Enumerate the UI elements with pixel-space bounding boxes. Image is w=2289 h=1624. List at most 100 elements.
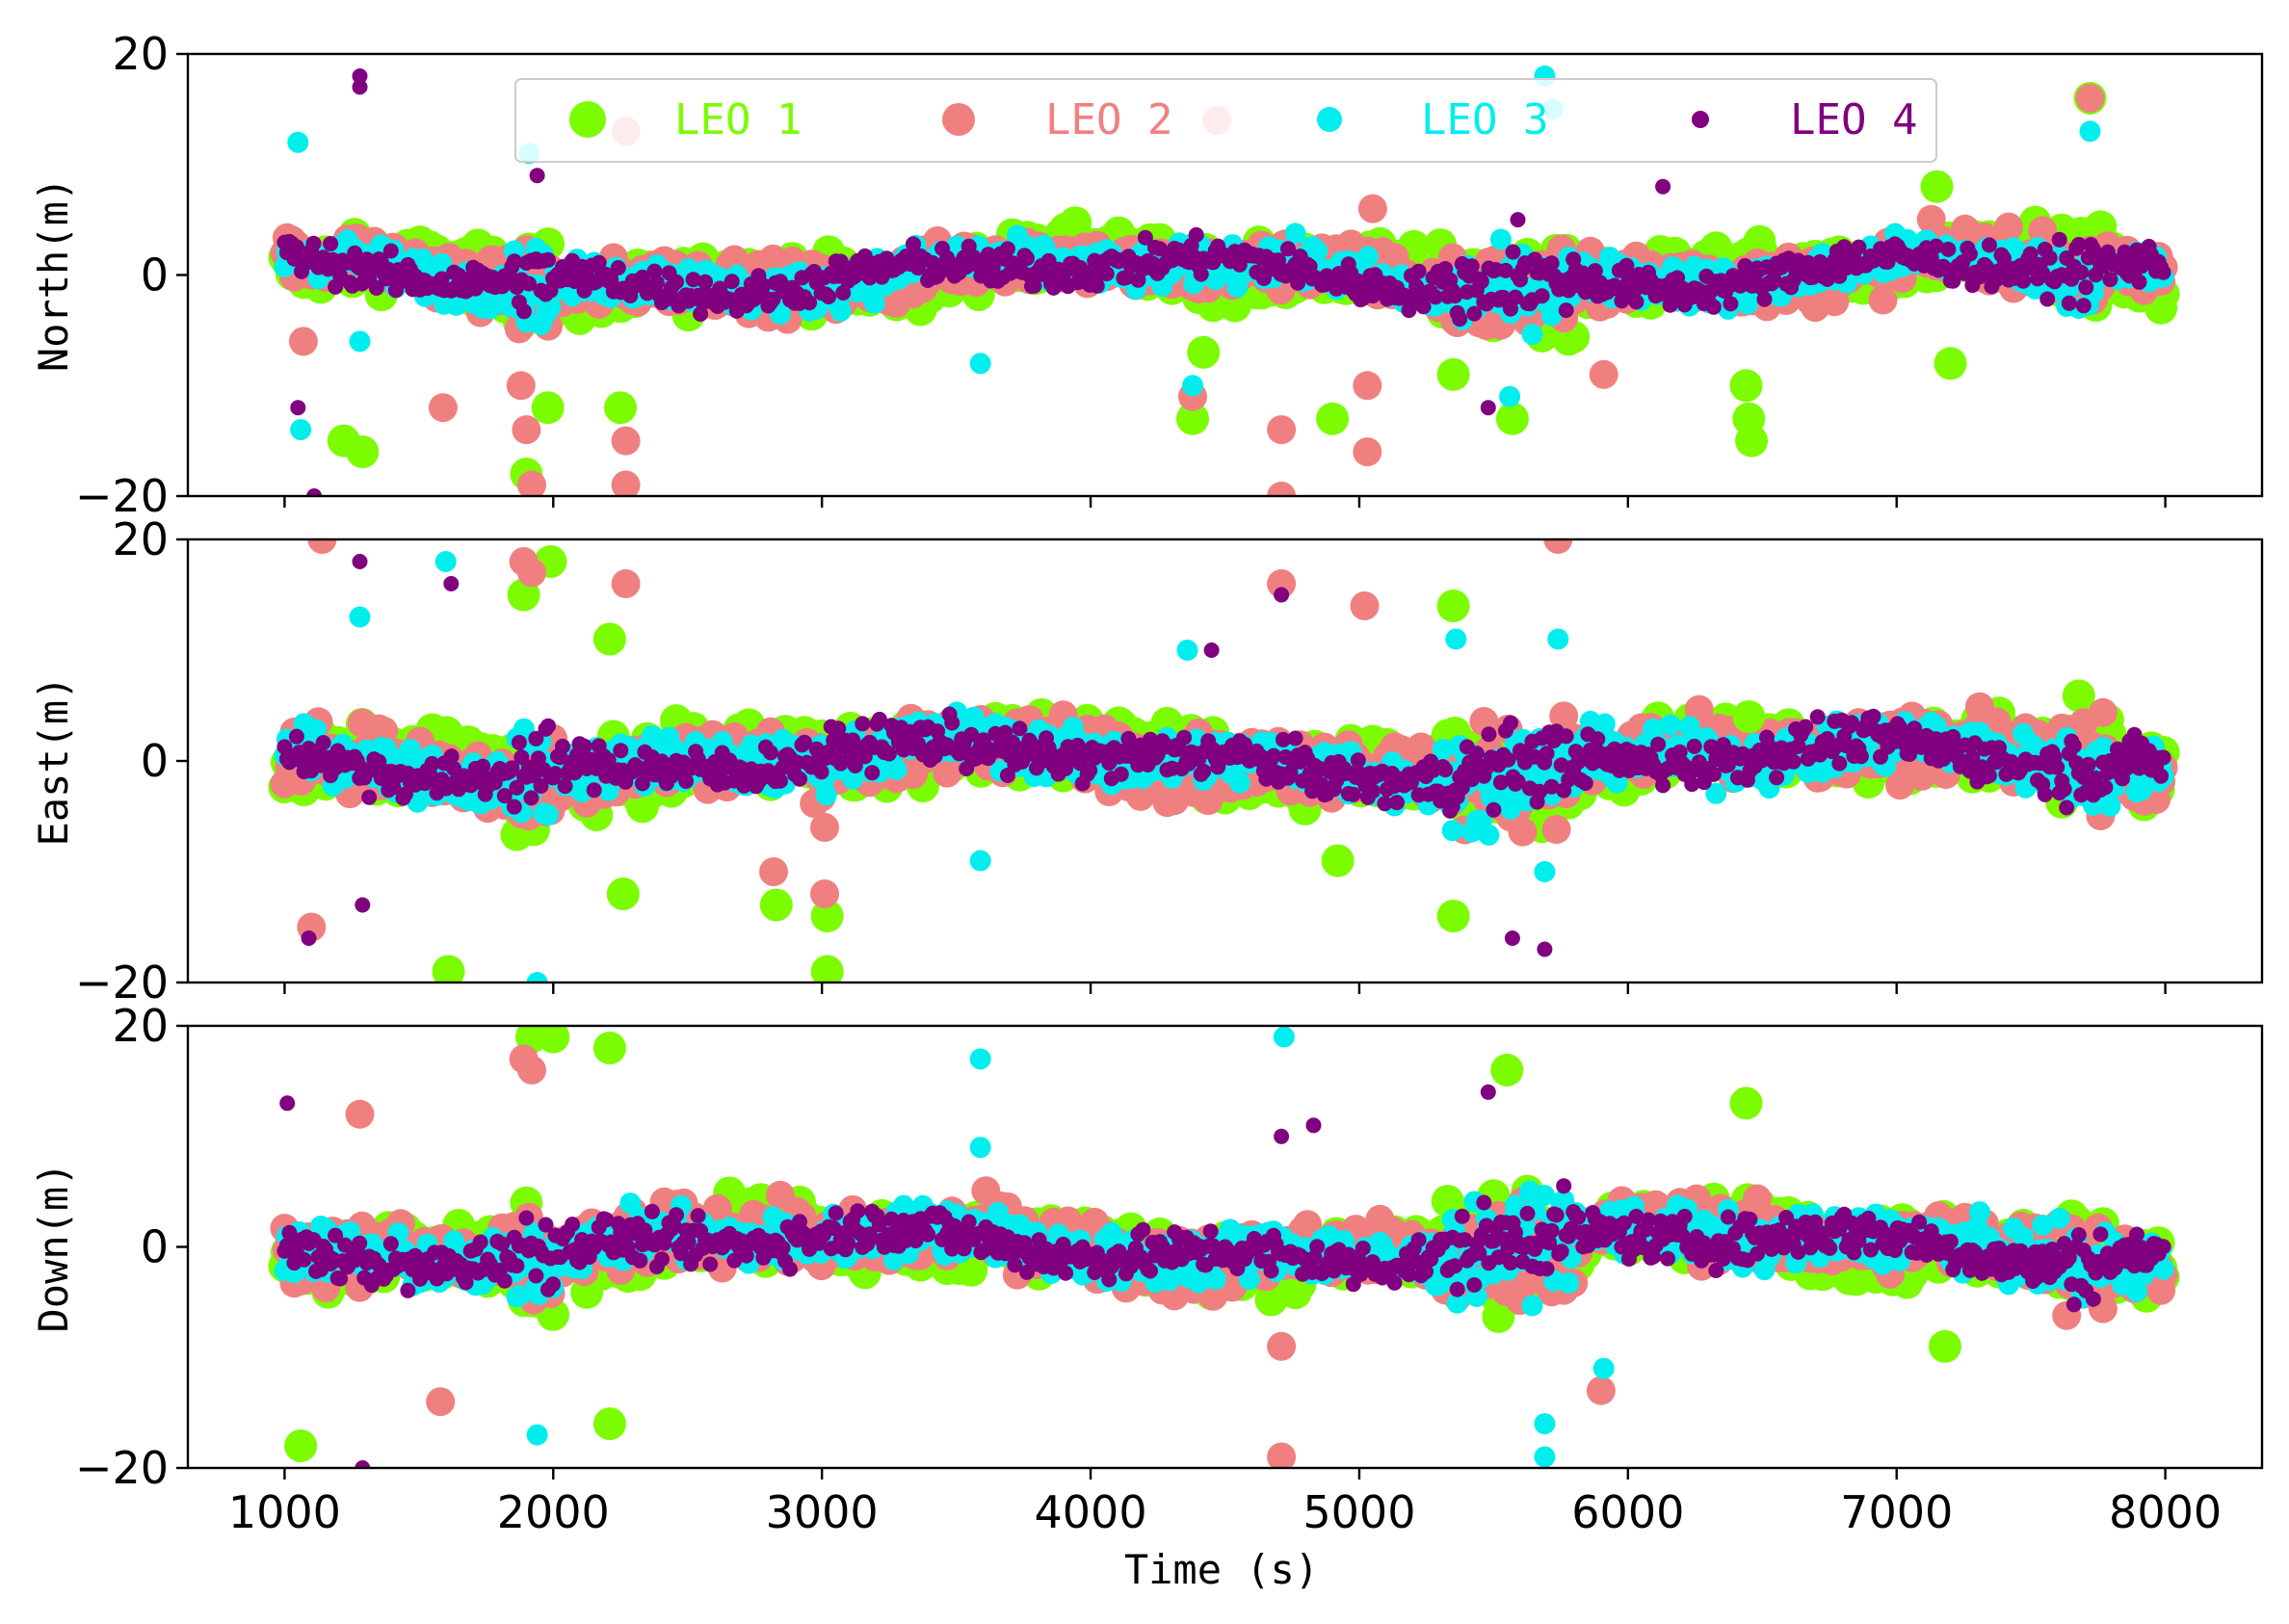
outlier-point — [1353, 437, 1382, 467]
data-point — [1756, 291, 1773, 307]
outlier-point — [1920, 170, 1954, 203]
data-point — [520, 275, 537, 292]
data-point — [1558, 302, 1574, 319]
outlier-point — [517, 470, 546, 496]
outlier-point — [1495, 402, 1529, 435]
data-point — [1193, 266, 1209, 282]
data-point — [2062, 679, 2095, 713]
data-point — [1994, 212, 2023, 242]
data-point — [1452, 311, 1468, 327]
data-point — [538, 804, 559, 826]
outlier-point — [1480, 400, 1496, 416]
outlier-point — [1436, 357, 1470, 391]
outlier-point — [531, 391, 565, 425]
data-point — [1981, 237, 1997, 253]
outlier-point — [1267, 415, 1297, 445]
data-point — [513, 718, 535, 740]
data-point — [506, 253, 522, 270]
outlier-point — [1499, 385, 1521, 407]
outlier-point — [1176, 402, 1209, 435]
data-point — [1819, 271, 1835, 287]
data-point — [2051, 231, 2067, 248]
outlier-point — [352, 79, 368, 95]
data-point — [2041, 249, 2058, 266]
data-point — [1137, 229, 1153, 246]
data-point — [1410, 263, 1427, 279]
data-point — [724, 274, 740, 290]
data-point — [1737, 258, 1753, 274]
data-point — [685, 272, 701, 288]
data-point — [1868, 285, 1898, 315]
outlier-point — [428, 393, 458, 423]
data-point — [1587, 263, 1603, 279]
y-tick-label: 20 — [112, 28, 169, 80]
data-point — [821, 289, 837, 304]
data-point — [906, 236, 921, 252]
data-point — [669, 274, 684, 290]
data-point — [646, 263, 663, 279]
outliers-leo-1 — [327, 81, 2107, 491]
data-point — [1508, 289, 1523, 305]
data-point — [1306, 240, 1329, 262]
outlier-point — [512, 415, 541, 445]
data-point — [1466, 305, 1483, 322]
data-point — [999, 241, 1015, 257]
data-point — [1473, 274, 1489, 290]
outlier-point — [1934, 347, 1967, 380]
outliers-leo-4 — [290, 68, 1671, 496]
data-point — [1503, 301, 1518, 317]
outlier-point — [287, 131, 309, 153]
data-point — [1447, 288, 1463, 304]
data-point — [1401, 302, 1417, 319]
outlier-point — [2075, 83, 2105, 113]
data-point — [1996, 250, 2012, 267]
data-point — [2155, 264, 2171, 280]
data-point — [2073, 264, 2090, 280]
data-point — [368, 280, 384, 296]
outlier-point — [2079, 120, 2101, 143]
outlier-point — [1182, 375, 1203, 397]
data-point — [323, 236, 339, 251]
data-point — [1188, 226, 1204, 243]
data-point — [829, 300, 852, 322]
data-point — [305, 235, 322, 251]
data-point — [591, 254, 607, 271]
data-point — [863, 292, 885, 314]
data-point — [382, 243, 399, 259]
data-point — [1916, 204, 1946, 234]
data-point — [2015, 273, 2032, 289]
data-point — [1019, 250, 1035, 267]
data-point — [1851, 239, 1867, 255]
data-point — [1508, 817, 1538, 847]
outlier-point — [1589, 359, 1618, 389]
data-point — [1928, 238, 1944, 254]
data-point — [755, 277, 772, 294]
data-point — [815, 784, 837, 806]
data-point — [2070, 236, 2087, 252]
data-point — [1549, 701, 1579, 731]
data-point — [571, 781, 593, 802]
data-point — [1505, 244, 1521, 260]
data-point — [697, 274, 714, 290]
data-point — [1521, 324, 1543, 345]
outlier-point — [604, 391, 637, 425]
outlier-point — [1316, 402, 1350, 435]
outlier-point — [352, 68, 368, 84]
data-point — [1628, 294, 1644, 310]
data-point — [305, 719, 327, 741]
data-point — [1428, 289, 1444, 305]
outlier-point — [1729, 369, 1763, 403]
data-point — [1766, 272, 1782, 288]
outlier-point — [1655, 178, 1671, 195]
data-point — [1059, 206, 1092, 240]
outlier-point — [1267, 482, 1297, 496]
data-point — [515, 303, 532, 320]
outlier-point — [1353, 371, 1382, 401]
data-point — [1098, 266, 1115, 282]
data-point — [1723, 296, 1739, 312]
outlier-point — [306, 488, 323, 496]
data-point — [1497, 262, 1513, 278]
